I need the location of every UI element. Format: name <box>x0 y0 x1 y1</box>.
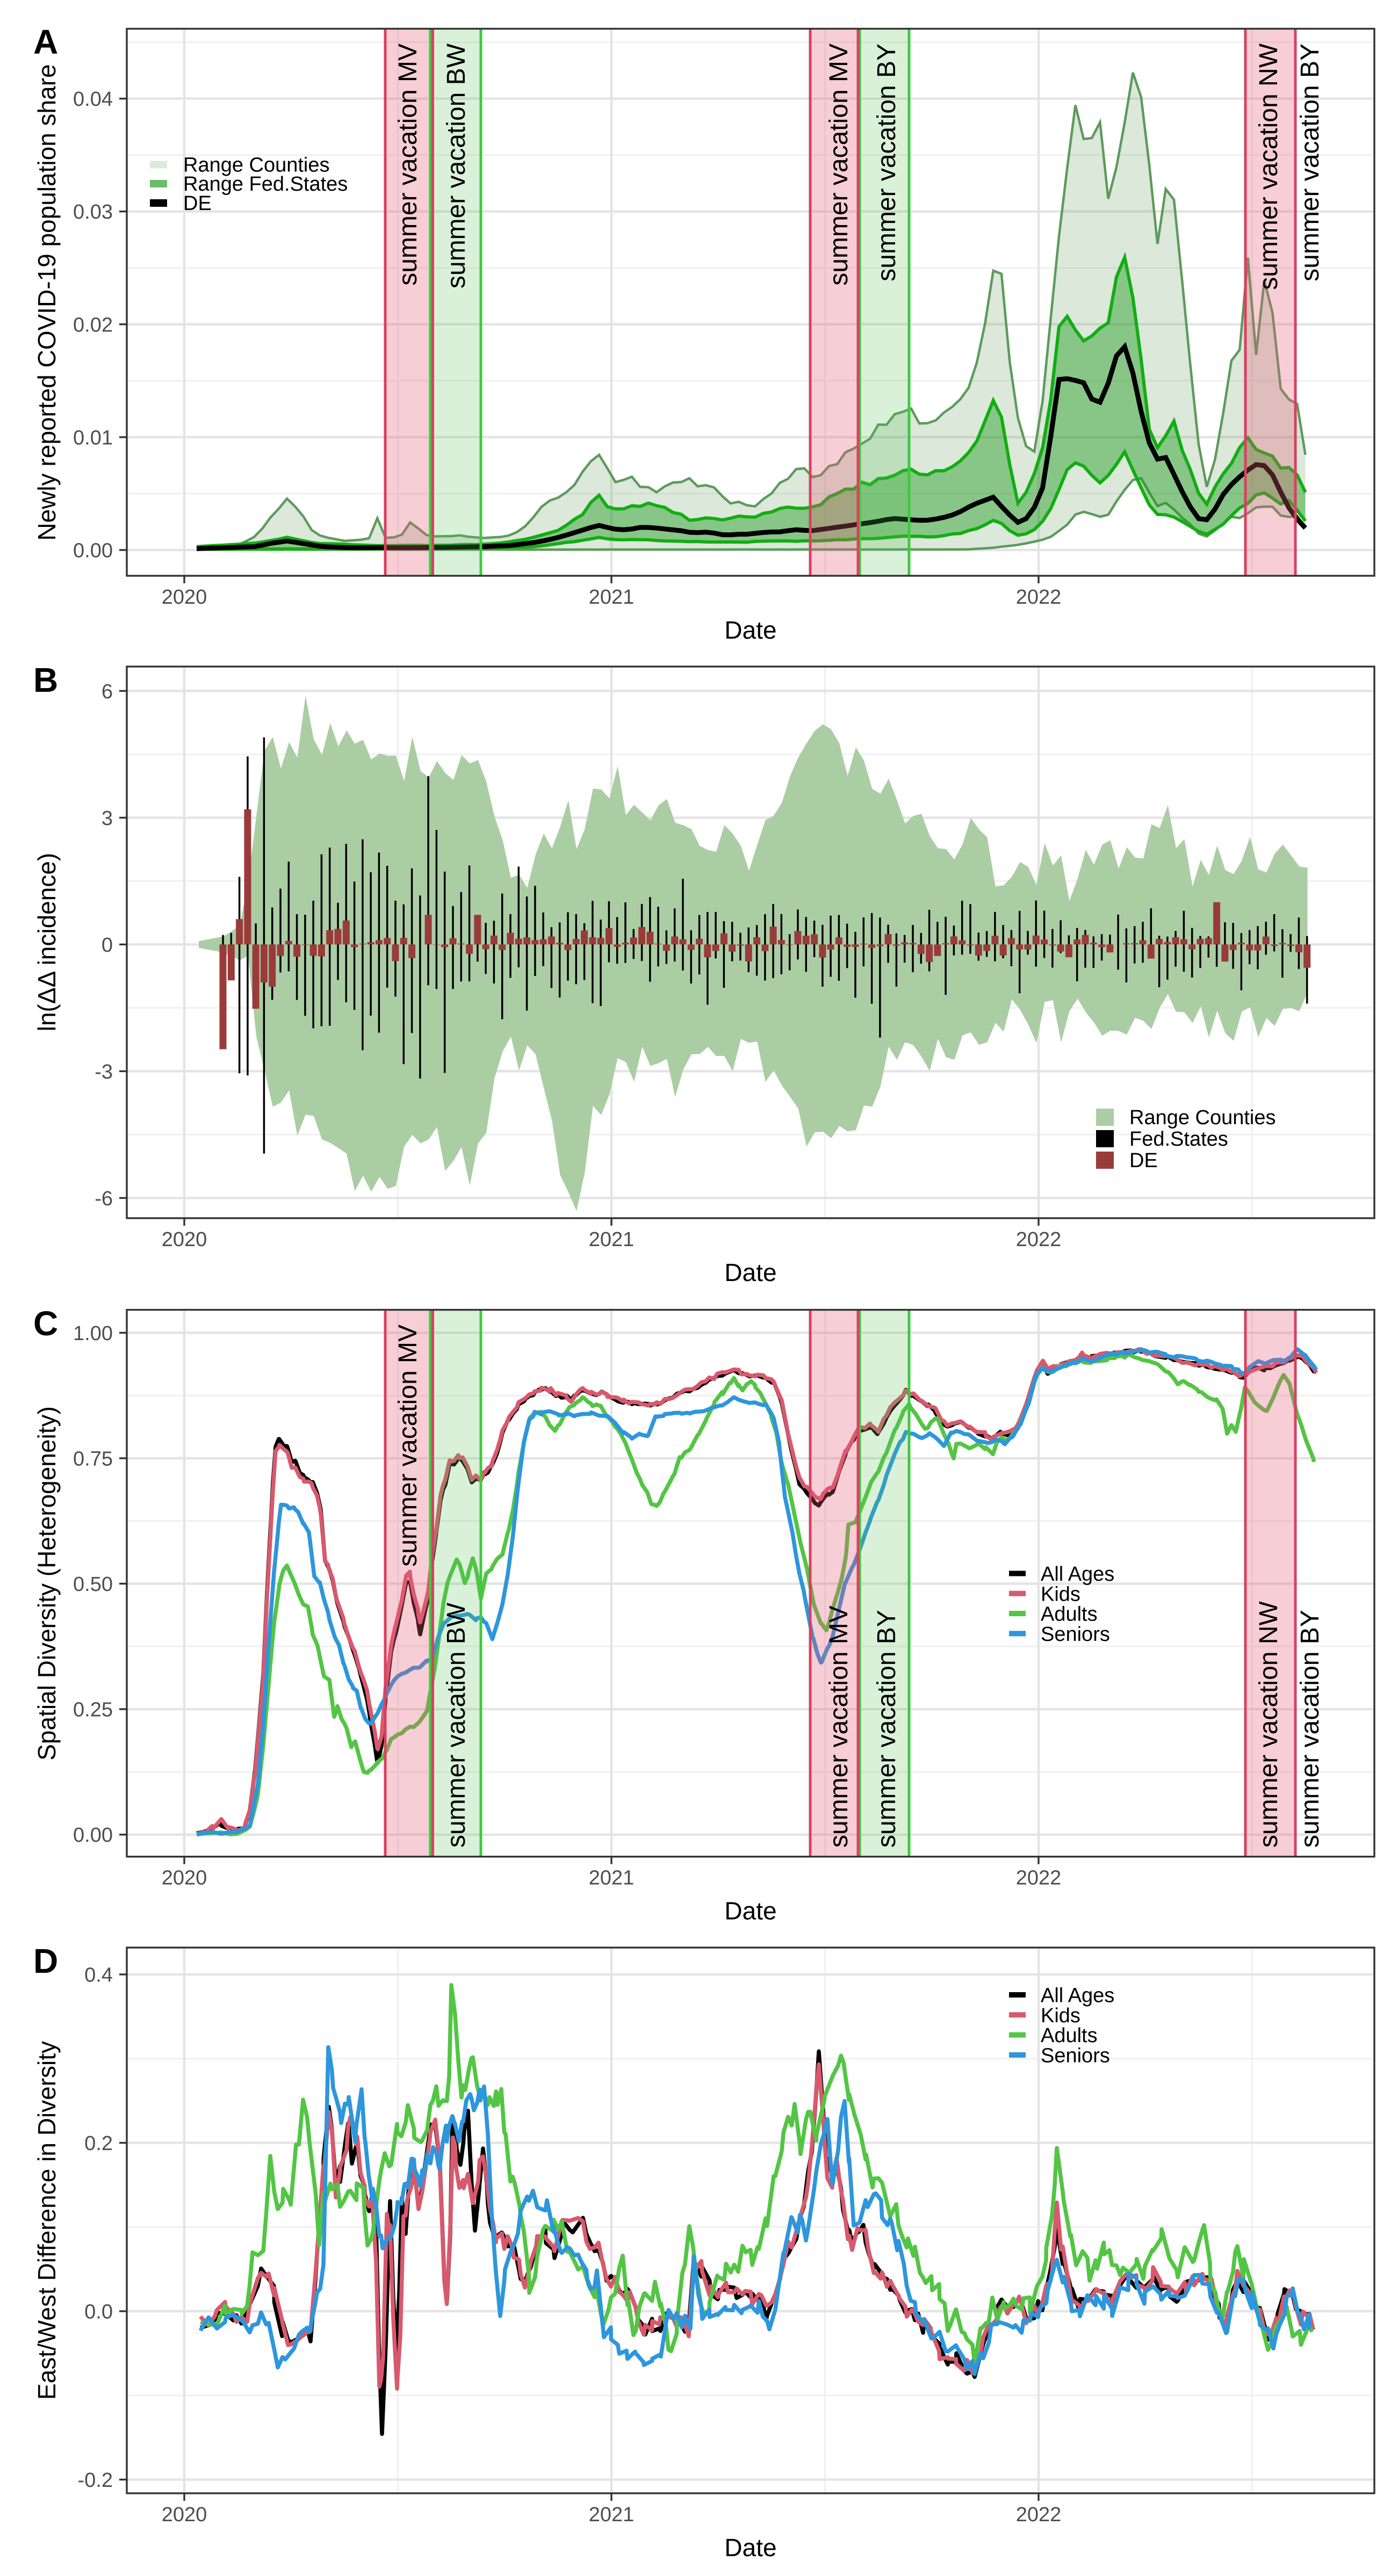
svg-text:2020: 2020 <box>162 586 207 609</box>
svg-text:0.04: 0.04 <box>73 88 113 111</box>
svg-text:Adults: Adults <box>1041 1603 1098 1626</box>
svg-text:East/West Difference in Divers: East/West Difference in Diversity <box>33 2041 61 2400</box>
svg-text:summer vacation BW: summer vacation BW <box>442 43 471 288</box>
svg-text:0.01: 0.01 <box>73 426 113 449</box>
svg-text:Seniors: Seniors <box>1041 1623 1110 1646</box>
svg-text:2021: 2021 <box>589 586 635 609</box>
svg-text:A: A <box>33 23 58 61</box>
svg-text:-3: -3 <box>95 1061 113 1083</box>
svg-text:All Ages: All Ages <box>1041 1563 1114 1586</box>
svg-text:summer vacation MV: summer vacation MV <box>394 1325 422 1567</box>
svg-text:0.02: 0.02 <box>73 314 113 336</box>
svg-text:0.50: 0.50 <box>73 1573 113 1596</box>
svg-text:2020: 2020 <box>162 2503 207 2526</box>
svg-text:2022: 2022 <box>1016 1867 1062 1890</box>
svg-text:C: C <box>33 1304 58 1343</box>
svg-text:summer vacation NW: summer vacation NW <box>1255 1601 1283 1848</box>
svg-text:2022: 2022 <box>1016 586 1062 609</box>
svg-text:2021: 2021 <box>589 1228 635 1251</box>
svg-text:2020: 2020 <box>162 1228 207 1251</box>
svg-text:0.25: 0.25 <box>73 1699 113 1721</box>
svg-text:summer vacation MV: summer vacation MV <box>825 1605 853 1848</box>
svg-text:summer vacation BY: summer vacation BY <box>873 1610 901 1848</box>
svg-text:Date: Date <box>724 1897 776 1925</box>
svg-text:2022: 2022 <box>1016 2503 1062 2526</box>
svg-text:summer vacation MV: summer vacation MV <box>394 44 422 286</box>
svg-text:-0.2: -0.2 <box>78 2469 113 2492</box>
svg-text:ln(ΔΔ incidence): ln(ΔΔ incidence) <box>33 853 61 1032</box>
svg-text:Fed.States: Fed.States <box>1129 1128 1228 1150</box>
svg-text:0: 0 <box>102 934 113 957</box>
svg-text:D: D <box>33 1942 58 1980</box>
svg-text:0.03: 0.03 <box>73 201 113 223</box>
svg-text:summer vacation BY: summer vacation BY <box>873 44 901 281</box>
svg-text:Spatial Diversity (Heterogenei: Spatial Diversity (Heterogeneity) <box>33 1406 61 1761</box>
svg-text:2020: 2020 <box>162 1867 207 1890</box>
svg-text:DE: DE <box>183 192 212 215</box>
svg-text:3: 3 <box>102 807 113 830</box>
svg-text:All Ages: All Ages <box>1041 1985 1114 2007</box>
svg-text:Range Counties: Range Counties <box>1129 1106 1276 1129</box>
svg-text:1.00: 1.00 <box>73 1322 113 1345</box>
svg-text:Kids: Kids <box>1041 1583 1080 1605</box>
svg-text:summer vacation BY: summer vacation BY <box>1296 1610 1324 1848</box>
svg-text:Newly reported COVID-19 popula: Newly reported COVID-19 population share <box>33 64 61 540</box>
svg-text:Date: Date <box>724 616 776 644</box>
svg-text:Date: Date <box>724 1258 776 1286</box>
svg-text:0.75: 0.75 <box>73 1448 113 1471</box>
svg-text:2022: 2022 <box>1016 1228 1062 1251</box>
svg-text:summer vacation BW: summer vacation BW <box>442 1602 471 1848</box>
svg-text:0.0: 0.0 <box>84 2301 113 2324</box>
svg-text:Kids: Kids <box>1041 2005 1080 2027</box>
svg-text:2021: 2021 <box>589 1867 635 1890</box>
svg-text:0.2: 0.2 <box>84 2132 113 2155</box>
svg-text:0.00: 0.00 <box>73 1824 113 1847</box>
svg-text:0.4: 0.4 <box>84 1964 113 1987</box>
svg-text:DE: DE <box>1129 1149 1158 1172</box>
svg-text:6: 6 <box>102 681 113 703</box>
svg-text:2021: 2021 <box>589 2503 635 2526</box>
svg-text:Date: Date <box>724 2534 776 2561</box>
svg-text:Seniors: Seniors <box>1041 2044 1110 2067</box>
svg-text:Adults: Adults <box>1041 2024 1098 2047</box>
svg-text:Range Fed.States: Range Fed.States <box>183 173 348 196</box>
svg-text:-6: -6 <box>95 1188 113 1210</box>
svg-text:0.00: 0.00 <box>73 540 113 562</box>
svg-text:B: B <box>33 661 58 699</box>
svg-text:Range Counties: Range Counties <box>183 154 330 177</box>
svg-text:summer vacation NW: summer vacation NW <box>1255 43 1283 290</box>
svg-text:summer vacation MV: summer vacation MV <box>825 44 853 286</box>
svg-text:summer vacation BY: summer vacation BY <box>1296 44 1324 281</box>
